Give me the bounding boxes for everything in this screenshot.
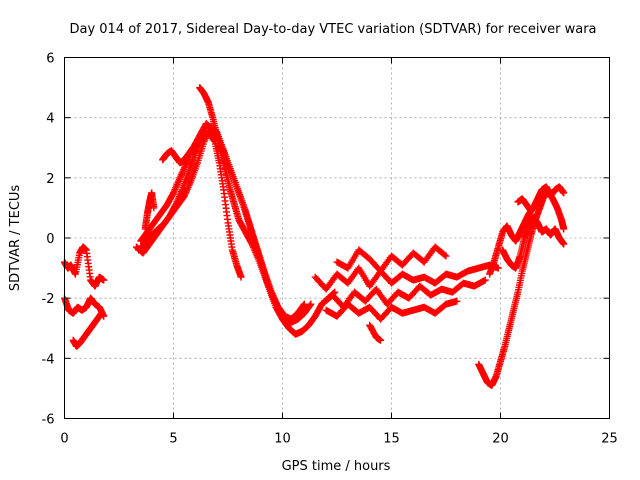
series-trace-g: [141, 189, 158, 233]
series-trace-a: [61, 243, 108, 290]
series-trace-n: [366, 321, 385, 344]
x-axis-ticks: 0 5 10 15 20 25: [60, 57, 618, 447]
data-point: [237, 273, 245, 281]
data-point: [560, 240, 568, 248]
chart-title: Day 014 of 2017, Sidereal Day-to-day VTE…: [69, 22, 596, 37]
data-point: [98, 309, 106, 317]
data-point: [306, 301, 314, 309]
data-point: [150, 204, 158, 212]
series-trace-q: [499, 213, 568, 272]
data-point: [560, 189, 568, 197]
y-axis-label: SDTVAR / TECUs: [8, 185, 23, 292]
data-point: [494, 264, 502, 272]
series-trace-p: [486, 183, 568, 278]
series-trace-o: [475, 189, 568, 389]
data-point: [189, 144, 197, 152]
y-tick-label: -6: [42, 413, 55, 428]
x-tick-label: 10: [274, 432, 291, 447]
x-tick-label: 25: [601, 432, 618, 447]
x-tick-label: 0: [60, 432, 68, 447]
data-point: [377, 336, 385, 344]
series-trace-i: [196, 84, 308, 323]
series-trace-k: [318, 276, 489, 311]
y-tick-label: 0: [46, 232, 54, 247]
x-tick-label: 20: [492, 432, 509, 447]
data-point: [300, 300, 308, 308]
y-tick-label: -2: [42, 292, 55, 307]
y-tick-label: -4: [42, 352, 55, 367]
data-point: [100, 276, 108, 284]
y-tick-label: 4: [46, 112, 54, 127]
x-tick-label: 5: [169, 432, 177, 447]
y-tick-label: 6: [46, 52, 54, 67]
data-point: [560, 225, 568, 233]
y-axis-ticks: -6 -4 -2 0 2 4 6: [42, 52, 610, 428]
series-trace-l: [322, 297, 461, 323]
data-point: [481, 276, 489, 284]
data-point: [453, 297, 461, 305]
data-point: [442, 252, 450, 260]
data-point: [441, 251, 449, 259]
series-trace-h: [159, 144, 197, 167]
x-axis-label: GPS time / hours: [282, 459, 391, 474]
series-trace-b: [61, 294, 108, 320]
data-point: [527, 207, 535, 215]
series-trace-r: [514, 195, 535, 215]
data-point: [307, 300, 315, 308]
data-point: [300, 301, 308, 309]
series-trace-m: [333, 243, 450, 275]
x-tick-label: 15: [383, 432, 400, 447]
y-tick-label: 2: [46, 172, 54, 187]
data-points: [61, 84, 568, 389]
series-trace-c: [69, 309, 106, 350]
